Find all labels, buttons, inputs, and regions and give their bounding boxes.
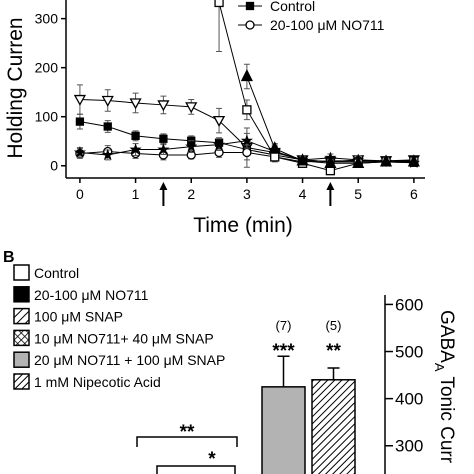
error-bar [327,367,340,380]
legend-label: 20-100 μM NO711 [270,17,385,33]
x-tick-label: 0 [76,186,84,202]
y-axis-label: GABAA Tonic Curr [432,310,457,464]
panel-label: B [3,249,15,266]
legend-swatch [13,351,30,368]
marker [159,134,168,143]
bar [311,379,356,474]
marker [242,105,252,115]
marker [75,117,85,126]
y-tick-label: 500 [395,343,423,362]
x-axis-label: Time (min) [193,214,293,237]
legend-swatch [13,373,30,390]
legend-label: 20-100 μM NO711 [34,287,149,303]
marker [103,122,112,131]
y-axis-label-main: GABA [436,310,457,363]
arrow-head [326,182,335,190]
legend-swatch [13,329,30,347]
y-tick-label: 600 [395,295,423,314]
legend-swatch [13,307,30,325]
bracket [156,465,236,474]
x-tick-label: 6 [410,186,418,202]
error-bar [216,0,223,52]
error-bar [277,355,290,387]
significance-label: *** [272,341,295,362]
marker [212,115,226,127]
marker [101,148,114,161]
legend-label: 100 μM SNAP [34,309,123,325]
marker [157,143,170,155]
bracket-label: * [208,449,216,470]
y-tick-label: 300 [395,437,423,456]
legend-label: Control [34,265,79,281]
y-axis-label-sub: A [432,363,447,372]
series [240,63,420,168]
arrow-head [159,182,168,190]
marker [129,98,142,110]
y-tick-label: 300 [35,11,59,27]
marker [101,95,114,107]
marker [296,153,309,166]
marker [214,0,224,8]
y-tick-label: 0 [50,158,58,174]
y-axis-label: Holding Curren [4,17,27,158]
y-tick-label: 400 [395,390,423,409]
legend-marker [245,20,255,30]
y-tick-label: 100 [35,109,59,125]
marker [131,131,140,140]
x-tick-label: 5 [354,186,362,202]
legend-label: 10 μM NO711+ 40 μM SNAP [34,330,214,346]
bar [261,386,306,474]
marker [324,155,337,168]
y-tick-label: 200 [35,60,59,76]
legend-marker [245,1,255,11]
legend-label: Control [270,0,315,14]
n-label: (7) [276,318,292,333]
legend-swatch [13,286,30,303]
marker [352,155,365,168]
bracket-label: ** [180,422,195,443]
marker [185,102,198,114]
n-label: (5) [326,318,342,333]
marker [157,100,170,112]
legend-label: 20 μM NO711 + 100 μM SNAP [34,352,225,368]
x-tick-label: 3 [243,186,251,202]
marker [73,146,86,158]
bracket [136,436,238,447]
x-tick-label: 2 [187,186,195,202]
legend-swatch [13,264,30,281]
marker [268,141,281,154]
marker [379,154,393,167]
marker [240,69,253,82]
marker [270,152,280,162]
marker [407,154,420,167]
marker [73,94,87,106]
marker [185,140,198,152]
x-tick-label: 4 [299,186,307,202]
marker [242,147,252,158]
x-tick-label: 1 [132,186,140,202]
marker [212,138,226,150]
legend-label: 1 mM Nipecotic Acid [34,374,161,390]
y-axis-label-rest: Tonic Curr [436,376,457,463]
marker [129,143,142,155]
significance-label: ** [326,341,341,362]
marker [240,134,253,146]
